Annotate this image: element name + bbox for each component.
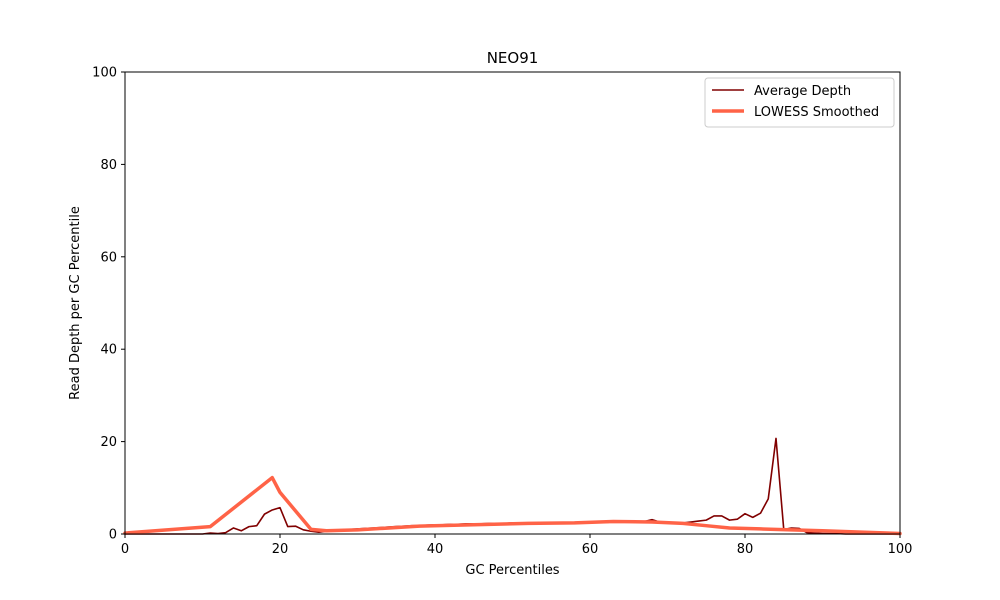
x-tick-label: 0 — [121, 542, 129, 557]
y-axis: 0 20 40 60 80 100 — [92, 66, 125, 543]
y-tick-label: 20 — [100, 435, 117, 450]
series-layer — [123, 437, 902, 536]
legend-frame — [704, 77, 895, 128]
y-tick-label: 80 — [100, 158, 117, 173]
series-line-lowess-smoothed — [123, 475, 902, 536]
x-axis: 0 20 40 60 80 100 — [121, 534, 913, 557]
plot-frame — [124, 71, 901, 535]
x-tick-label: 40 — [427, 542, 444, 557]
y-axis-label: Read Depth per GC Percentile — [68, 206, 83, 400]
series-line-average-depth — [124, 437, 901, 535]
y-tick-label: 40 — [100, 343, 117, 358]
x-tick-label: 20 — [272, 542, 289, 557]
legend: Average Depth LOWESS Smoothed — [704, 77, 895, 128]
y-tick-label: 100 — [92, 66, 117, 81]
x-axis-label: GC Percentiles — [465, 563, 559, 578]
x-tick-label: 100 — [888, 542, 913, 557]
legend-label-average-depth: Average Depth — [754, 84, 851, 99]
x-tick-label: 60 — [582, 542, 599, 557]
legend-label-lowess-smoothed: LOWESS Smoothed — [754, 105, 879, 120]
chart-title: NEO91 — [487, 49, 539, 67]
y-tick-label: 60 — [100, 250, 117, 265]
y-tick-label: 0 — [109, 528, 117, 543]
x-tick-label: 80 — [737, 542, 754, 557]
